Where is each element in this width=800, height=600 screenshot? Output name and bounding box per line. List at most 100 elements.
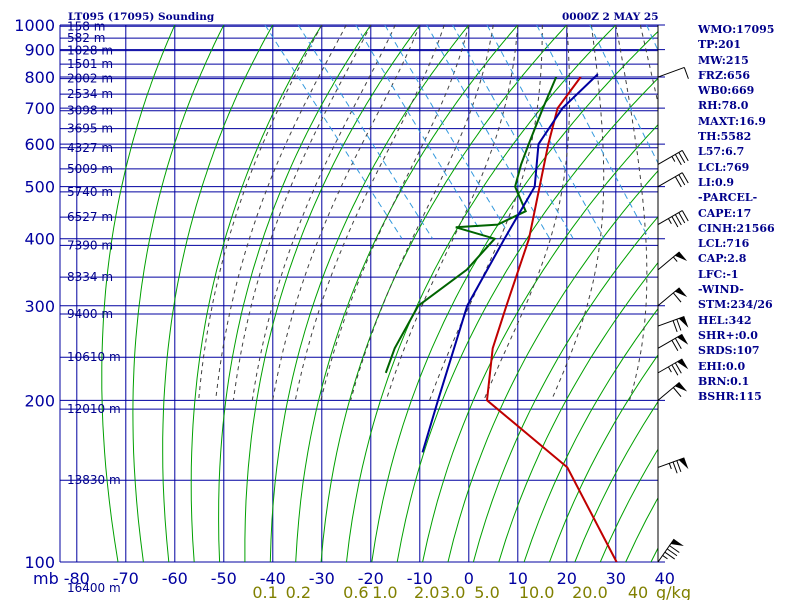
wind-barb [657,287,688,307]
sounding-traces [384,73,618,562]
wind-barbs [657,25,689,563]
index-value: TP:201 [698,38,742,52]
pressure-tick-label: 500 [24,178,55,197]
mixing-ratio-tick-label: 3.0 [440,583,465,600]
temperature-tick-label: 10 [508,569,528,588]
dewpoint-trace [384,76,558,374]
mixing-ratio-line [297,25,434,239]
pressure-tick-labels: 100 200 300 400 500 600 700 800 900 1000 [14,16,55,572]
moist-adiabat [251,25,396,401]
temperature-tick-label: -40 [260,569,286,588]
pressure-tick-label: 700 [24,99,55,118]
index-value: TH:5582 [698,130,752,144]
height-label: 158 m [67,19,105,33]
moist-adiabats [198,25,658,401]
mixing-ratio-lines [264,25,658,239]
index-value: RH:78.0 [698,99,749,113]
wind-barb [657,457,689,474]
temperature-tick-label: 40 [655,569,675,588]
mixing-ratio-line [355,25,486,239]
height-labels: 16400 m 13830 m 12010 m 10610 m 9400 m 8334 m… [67,19,121,595]
index-value: MAXT:16.9 [698,114,766,128]
index-value: SHR+:0.0 [698,328,758,342]
dry-adiabat [162,25,274,562]
height-label: 12010 m [67,402,121,416]
moist-adiabat [550,25,605,401]
mixing-ratio-line [536,25,650,239]
parcel-trace [421,73,599,453]
dry-adiabat [132,25,225,562]
index-value: L57:6.7 [698,145,745,159]
wind-barb [657,333,689,351]
dry-adiabat [244,25,421,562]
index-value: LCL:716 [698,237,750,251]
pressure-unit-label: mb [33,569,59,588]
dry-adiabat [422,124,658,562]
wind-barb [657,251,688,271]
index-value: LCL:769 [698,160,750,174]
temperature-tick-labels: -80 -70 -60 -50 -40 -30 -20 -10 0 10 20 30 40 [64,569,675,588]
index-value: LFC:-1 [698,267,739,281]
index-value: SRDS:107 [698,344,760,358]
mixing-ratio-tick-label: 5.0 [474,583,499,600]
temperature-tick-label: -80 [64,569,90,588]
moist-adiabat [294,25,445,401]
wind-barb [657,538,684,563]
moist-adiabat [483,25,571,401]
pressure-tick-label: 1000 [14,16,55,35]
dry-adiabat [472,216,658,562]
mixing-ratio-tick-label: 0.2 [286,583,311,600]
mixing-ratio-tick-label: 0.6 [343,583,368,600]
height-label: 1501 m [67,57,113,71]
index-value: LI:0.9 [698,175,735,189]
height-label: 1028 m [67,44,113,58]
moist-adiabat [350,25,494,401]
temperature-tick-label: -10 [407,569,433,588]
temperature-trace [485,76,618,562]
height-label: 582 m [67,31,105,45]
dry-adiabat [320,25,568,562]
dry-adiabat [218,25,372,562]
temperature-tick-label: -70 [113,569,139,588]
index-value: FRZ:656 [698,68,751,82]
dry-adiabats [101,25,658,562]
index-value: WMO:17095 [698,23,775,36]
temperature-tick-label: -30 [309,569,335,588]
station-title: LT095 (17095) Sounding [68,11,215,23]
index-value: MW:215 [698,53,749,67]
index-value: CAP:2.8 [698,252,747,266]
temperature-tick-label: -20 [358,569,384,588]
wind-barb [657,381,688,401]
height-label: 2002 m [67,72,113,86]
mixing-ratio-tick-label: 40 [628,583,648,600]
temperature-tick-label: -60 [162,569,188,588]
height-label: 4327 m [67,141,113,155]
mixing-ratio-line [264,25,403,239]
moist-adiabat [385,25,519,401]
height-label: 16400 m [67,581,121,595]
pressure-tick-label: 300 [24,297,55,316]
wind-barb [657,66,689,79]
index-value: CINH:21566 [698,221,775,235]
dry-adiabat [346,25,617,562]
index-value: CAPE:17 [698,206,752,220]
wind-barb [657,210,689,228]
moist-adiabat [615,25,648,401]
wind-barb [657,149,689,166]
dry-adiabat [396,77,658,562]
pressure-tick-label: 200 [24,391,55,410]
moist-adiabat [429,25,543,401]
mixing-ratio-tick-label: 0.1 [252,583,277,600]
moist-adiabat [272,25,421,401]
dry-adiabat [447,170,658,562]
moist-adiabat [198,25,323,401]
moist-adiabat [232,25,372,401]
temperature-tick-label: 30 [606,569,626,588]
dry-adiabat [101,25,176,562]
dry-adiabat [498,261,658,562]
mixing-ratio-tick-label: 10.0 [519,583,555,600]
pressure-tick-label: 800 [24,68,55,87]
pressure-tick-label: 100 [24,553,55,572]
mixing-ratio-line [426,25,551,239]
